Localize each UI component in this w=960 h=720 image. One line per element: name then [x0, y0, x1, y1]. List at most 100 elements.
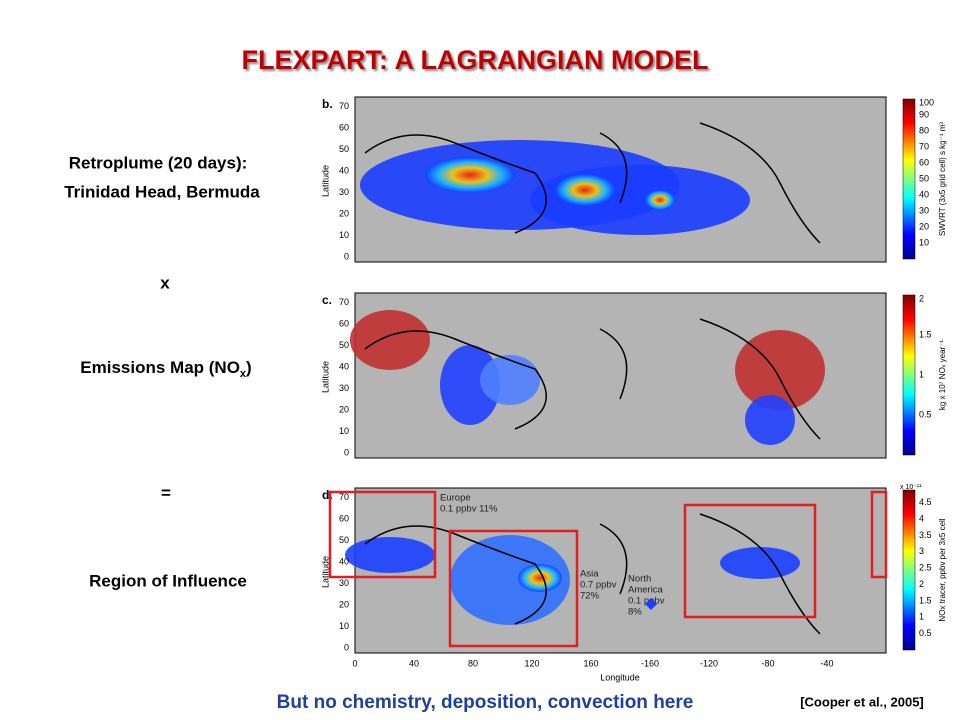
- y-tick-label: 70: [339, 101, 349, 111]
- y-tick-label: 50: [339, 340, 349, 350]
- panel-letter: d.: [322, 488, 333, 502]
- colorbar-tick-label: 1.5: [919, 595, 932, 605]
- region-text: 0.1 ppbv: [628, 596, 665, 607]
- region-box: [448, 529, 579, 648]
- colorbar-tick-label: 10: [919, 237, 929, 247]
- coastline: [364, 513, 821, 635]
- y-tick-label: 10: [339, 230, 349, 240]
- region-text: Asia: [580, 569, 599, 580]
- y-tick-label: 0: [344, 447, 349, 457]
- y-tick-label: 30: [339, 578, 349, 588]
- colorbar-label: kg x 10⁷ NOₓ year⁻¹: [938, 340, 947, 411]
- colorbar-tick-label: 1.5: [919, 329, 932, 339]
- region-box: [683, 503, 817, 619]
- colorbar-tick-label: 1: [919, 612, 924, 622]
- map-shading: [518, 564, 562, 592]
- region-text: 0.1 ppbv 11%: [440, 504, 498, 515]
- region-text: America: [628, 585, 664, 596]
- y-tick-label: 10: [339, 426, 349, 436]
- citation: [Cooper et al., 2005]: [800, 694, 924, 709]
- colorbar-tick-label: 1: [919, 369, 924, 379]
- equals-sign: =: [161, 483, 171, 502]
- colorbar-tick-label: 2: [919, 293, 924, 303]
- colorbar-label: SWVRT (3x5 grid cell) s kg⁻¹ m³: [938, 122, 947, 237]
- x-axis-label: Longitude: [600, 672, 640, 682]
- colorbar-tick-label: 20: [919, 221, 929, 231]
- y-tick-label: 0: [344, 251, 349, 261]
- map-shading: [745, 395, 795, 445]
- footer: But no chemistry, deposition, convection…: [277, 692, 694, 713]
- region-text: North: [628, 574, 651, 585]
- colorbar-tick-label: 0.5: [919, 409, 932, 419]
- x-tick-label: -80: [761, 658, 774, 668]
- x-tick-label: -120: [700, 658, 718, 668]
- colorbar-tick-label: 3.5: [919, 530, 932, 540]
- y-tick-label: 30: [339, 383, 349, 393]
- region-text: 0.7 ppbv: [580, 580, 617, 591]
- y-axis-label: Latitude: [320, 361, 330, 393]
- colorbar-tick-label: 40: [919, 189, 929, 199]
- emissions-sub: x: [240, 368, 247, 380]
- colorbar: [902, 489, 916, 651]
- colorbar-label: NOx tracer, ppbv per 3x5 cell: [938, 518, 947, 621]
- colorbar-tick-label: 2.5: [919, 563, 932, 573]
- emissions-text: ): [246, 358, 252, 377]
- map-shading: [645, 190, 675, 210]
- x-tick-label: -160: [641, 658, 659, 668]
- retroplume-label: Retroplume (20 days):: [69, 153, 248, 172]
- y-tick-label: 20: [339, 208, 349, 218]
- map-shading: [440, 345, 500, 425]
- map-shading: [480, 355, 540, 405]
- y-axis-label: Latitude: [320, 556, 330, 588]
- region-label: Region of Influence: [89, 571, 247, 590]
- y-tick-label: 20: [339, 599, 349, 609]
- region-text: Europe: [440, 493, 471, 504]
- title: FLEXPART: A LAGRANGIAN MODEL: [242, 45, 709, 75]
- x-tick-label: 120: [524, 658, 539, 668]
- coastline: [364, 122, 821, 244]
- panel-letter: b.: [322, 97, 333, 111]
- colorbar-tick-label: 4: [919, 514, 924, 524]
- y-tick-label: 70: [339, 492, 349, 502]
- x-tick-label: 40: [409, 658, 419, 668]
- x-tick-label: -40: [820, 658, 833, 668]
- emissions-text: Emissions Map (NO: [80, 358, 240, 377]
- emissions-label: Emissions Map (NOx): [80, 358, 251, 379]
- map-shading: [450, 535, 570, 625]
- retroplume-label: Trinidad Head, Bermuda: [64, 182, 260, 201]
- colorbar-tick-label: 3: [919, 546, 924, 556]
- y-tick-label: 50: [339, 535, 349, 545]
- colorbar-tick-label: 2: [919, 579, 924, 589]
- y-tick-label: 40: [339, 556, 349, 566]
- colorbar-tick-label: 0.5: [919, 628, 932, 638]
- colorbar-tick-label: 70: [919, 141, 929, 151]
- colorbar-tick-label: 90: [919, 109, 929, 119]
- y-tick-label: 60: [339, 122, 349, 132]
- y-tick-label: 70: [339, 297, 349, 307]
- map-shading: [350, 310, 430, 370]
- colorbar-tick-label: 60: [919, 157, 929, 167]
- coastline: [364, 318, 821, 440]
- x-tick-label: 160: [583, 658, 598, 668]
- map-shading: [425, 157, 515, 193]
- region-text: 8%: [628, 607, 642, 618]
- colorbar-tick-label: 80: [919, 125, 929, 135]
- y-tick-label: 20: [339, 404, 349, 414]
- panel-letter: c.: [322, 293, 332, 307]
- region-box: [328, 490, 437, 579]
- map: [354, 487, 887, 654]
- colorbar-tick-label: 50: [919, 173, 929, 183]
- colorbar-tick-label: 100: [919, 97, 934, 107]
- y-tick-label: 60: [339, 513, 349, 523]
- region-marker: [645, 598, 657, 610]
- colorbar: [902, 294, 916, 456]
- y-tick-label: 40: [339, 361, 349, 371]
- y-tick-label: 60: [339, 318, 349, 328]
- colorbar: [902, 98, 916, 260]
- colorbar-tick-label: 30: [919, 205, 929, 215]
- y-tick-label: 30: [339, 187, 349, 197]
- colorbar-tick-label: 4.5: [919, 497, 932, 507]
- region-box: [870, 490, 888, 579]
- y-tick-label: 50: [339, 144, 349, 154]
